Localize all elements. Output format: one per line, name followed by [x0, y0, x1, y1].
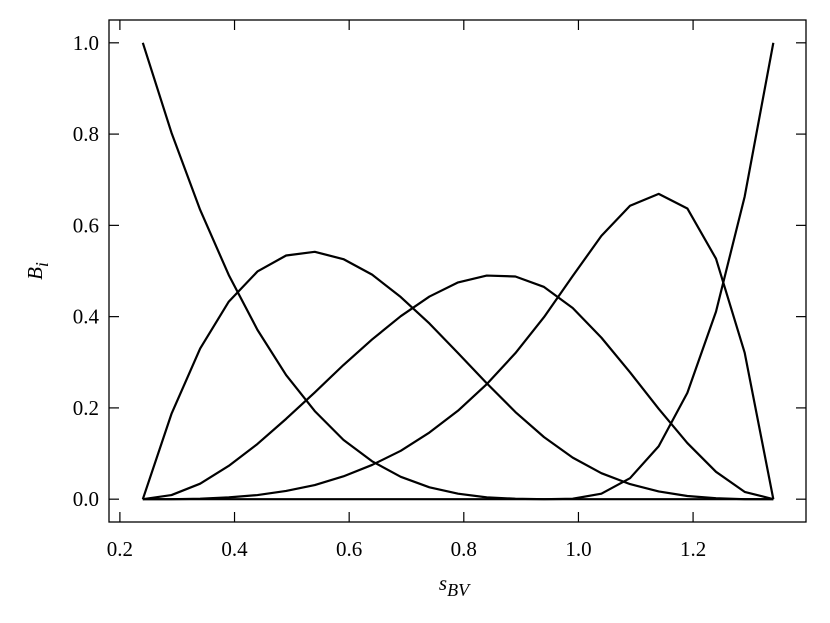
y-tick-label: 0.2 [73, 396, 99, 420]
y-tick-label: 1.0 [73, 31, 99, 55]
y-tick-label: 0.6 [73, 213, 99, 237]
y-tick-label: 0.8 [73, 122, 99, 146]
basis-curve [142, 192, 775, 501]
x-label-main: s [439, 571, 447, 595]
x-tick-label: 0.4 [221, 537, 248, 561]
x-tick-label: 1.0 [565, 537, 591, 561]
y-axis-label: Bi [23, 262, 52, 280]
y-tick-label: 0.4 [73, 305, 100, 329]
x-tick-label: 0.2 [107, 537, 133, 561]
basis-curve [141, 250, 774, 501]
x-label-sub: BV [447, 580, 471, 600]
basis-curve [142, 274, 774, 501]
plot-frame [108, 19, 807, 523]
y-label-sub: i [32, 262, 52, 267]
y-label-main: B [23, 267, 47, 280]
x-axis-label: sBV [439, 571, 471, 600]
basis-curve [141, 42, 774, 501]
x-tick-label: 0.8 [451, 537, 477, 561]
x-tick-label: 1.2 [680, 537, 706, 561]
basis-curve [142, 42, 775, 501]
x-tick-label: 0.6 [336, 537, 362, 561]
y-tick-label: 0.0 [73, 487, 99, 511]
